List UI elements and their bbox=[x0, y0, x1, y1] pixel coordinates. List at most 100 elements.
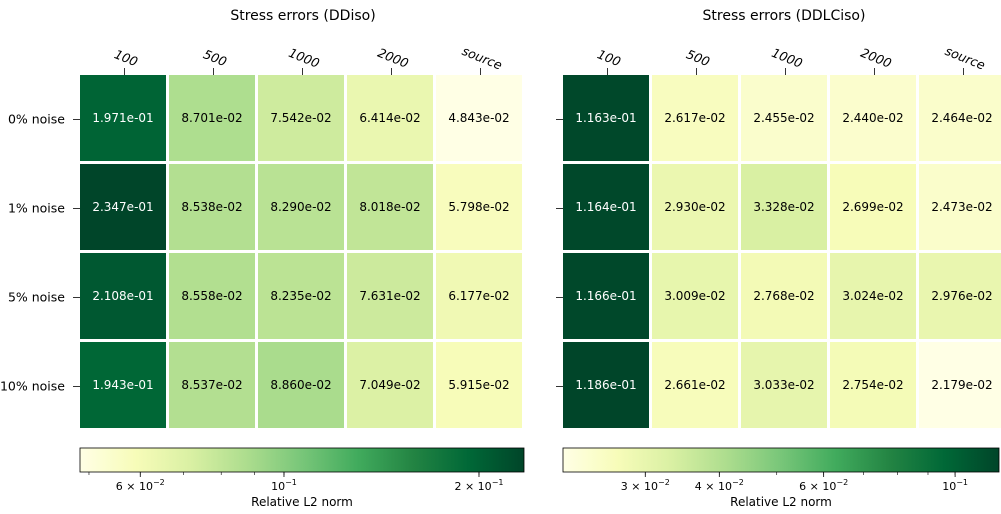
heatmap-cell bbox=[169, 164, 255, 250]
heatmap-cell bbox=[741, 75, 827, 161]
cell-value-label: 5.798e-02 bbox=[448, 200, 509, 214]
cell-value-label: 2.347e-01 bbox=[92, 200, 153, 214]
cell-value-label: 8.701e-02 bbox=[181, 111, 242, 125]
colorbar-tick-label: 10−1 bbox=[942, 478, 968, 493]
heatmap-cell bbox=[563, 253, 649, 339]
cell-value-label: 2.661e-02 bbox=[664, 378, 725, 392]
cell-value-label: 7.049e-02 bbox=[359, 378, 420, 392]
heatmap-cell bbox=[563, 342, 649, 428]
heatmap-cell bbox=[652, 75, 738, 161]
cell-value-label: 2.473e-02 bbox=[931, 200, 992, 214]
cell-value-label: 8.860e-02 bbox=[270, 378, 331, 392]
heatmap-cell bbox=[652, 342, 738, 428]
heatmap-cell bbox=[80, 253, 166, 339]
cell-value-label: 2.455e-02 bbox=[753, 111, 814, 125]
cell-value-label: 2.930e-02 bbox=[664, 200, 725, 214]
cell-value-label: 1.163e-01 bbox=[575, 111, 636, 125]
column-label: source bbox=[943, 43, 988, 73]
chart-title: Stress errors (DDLCiso) bbox=[703, 8, 866, 24]
cell-value-label: 1.943e-01 bbox=[92, 378, 153, 392]
heatmap-cell bbox=[919, 253, 1001, 339]
cell-value-label: 1.186e-01 bbox=[575, 378, 636, 392]
colorbar bbox=[79, 447, 525, 473]
heatmap-cell bbox=[919, 342, 1001, 428]
heatmap-cell bbox=[258, 253, 344, 339]
heatmap-cell bbox=[258, 164, 344, 250]
column-label: 100 bbox=[112, 46, 140, 69]
cell-value-label: 8.290e-02 bbox=[270, 200, 331, 214]
cell-value-label: 2.976e-02 bbox=[931, 289, 992, 303]
cell-value-label: 1.164e-01 bbox=[575, 200, 636, 214]
heatmap-cell bbox=[830, 253, 916, 339]
cell-value-label: 2.108e-01 bbox=[92, 289, 153, 303]
cell-value-label: 3.024e-02 bbox=[842, 289, 903, 303]
heatmap-cell bbox=[919, 75, 1001, 161]
cell-value-label: 5.915e-02 bbox=[448, 378, 509, 392]
cell-value-label: 2.464e-02 bbox=[931, 111, 992, 125]
column-label: 500 bbox=[201, 46, 229, 69]
cell-value-label: 7.631e-02 bbox=[359, 289, 420, 303]
cell-value-label: 8.235e-02 bbox=[270, 289, 331, 303]
colorbar-label: Relative L2 norm bbox=[730, 495, 832, 509]
colorbar-tick-label: 4 × 10−2 bbox=[695, 478, 744, 493]
heatmap-cell bbox=[347, 253, 433, 339]
heatmap-cell bbox=[563, 75, 649, 161]
row-label: 0% noise bbox=[8, 112, 65, 127]
heatmap-cell bbox=[80, 75, 166, 161]
cell-value-label: 8.538e-02 bbox=[181, 200, 242, 214]
heatmap-panel-1: Stress errors (DDiso) 100 500 1000 2000 sourc… bbox=[0, 8, 525, 509]
heatmap-cell bbox=[741, 164, 827, 250]
heatmap-cell bbox=[830, 164, 916, 250]
heatmap-cell bbox=[652, 164, 738, 250]
heatmap-cell bbox=[169, 253, 255, 339]
row-label: 5% noise bbox=[8, 290, 65, 305]
heatmap-cell bbox=[436, 164, 522, 250]
colorbar-tick-label: 6 × 10−2 bbox=[799, 478, 848, 493]
heatmap-cell bbox=[830, 75, 916, 161]
cell-value-label: 2.440e-02 bbox=[842, 111, 903, 125]
column-label: source bbox=[460, 43, 505, 73]
heatmap-cell bbox=[741, 253, 827, 339]
cell-value-label: 8.537e-02 bbox=[181, 378, 242, 392]
column-label: 500 bbox=[684, 46, 712, 69]
column-label: 2000 bbox=[859, 45, 894, 71]
heatmap-cell bbox=[436, 253, 522, 339]
heatmap-cell bbox=[80, 342, 166, 428]
colorbar-tick-label: 2 × 10−1 bbox=[454, 478, 503, 493]
cell-value-label: 6.414e-02 bbox=[359, 111, 420, 125]
cell-value-label: 2.754e-02 bbox=[842, 378, 903, 392]
cell-value-label: 3.009e-02 bbox=[664, 289, 725, 303]
cell-value-label: 2.179e-02 bbox=[931, 378, 992, 392]
column-label: 1000 bbox=[287, 45, 322, 71]
cell-value-label: 4.843e-02 bbox=[448, 111, 509, 125]
heatmap-cell bbox=[80, 164, 166, 250]
row-label: 10% noise bbox=[0, 379, 65, 394]
colorbar bbox=[562, 447, 1000, 473]
heatmap-cell bbox=[169, 75, 255, 161]
heatmap-cell bbox=[258, 75, 344, 161]
colorbar-tick-label: 6 × 10−2 bbox=[116, 478, 165, 493]
heatmap-cell bbox=[741, 342, 827, 428]
heatmap-cell bbox=[830, 342, 916, 428]
heatmap-cell bbox=[258, 342, 344, 428]
heatmap-cell bbox=[919, 164, 1001, 250]
heatmap-cell bbox=[347, 164, 433, 250]
heatmap-panel-2: Stress errors (DDLCiso) 100 500 1000 2000 sou… bbox=[556, 8, 1001, 509]
heatmap-cell bbox=[563, 164, 649, 250]
column-label: 2000 bbox=[376, 45, 411, 71]
heatmap-cell bbox=[169, 342, 255, 428]
cell-value-label: 1.166e-01 bbox=[575, 289, 636, 303]
cell-value-label: 7.542e-02 bbox=[270, 111, 331, 125]
colorbar-tick-label: 3 × 10−2 bbox=[621, 478, 670, 493]
cell-value-label: 8.018e-02 bbox=[359, 200, 420, 214]
heatmap-cell bbox=[347, 75, 433, 161]
heatmap-cell bbox=[436, 342, 522, 428]
cell-value-label: 2.699e-02 bbox=[842, 200, 903, 214]
colorbar-tick-label: 10−1 bbox=[271, 478, 297, 493]
cell-value-label: 6.177e-02 bbox=[448, 289, 509, 303]
row-label: 1% noise bbox=[8, 201, 65, 216]
cell-value-label: 1.971e-01 bbox=[92, 111, 153, 125]
heatmap-cell bbox=[436, 75, 522, 161]
colorbar-label: Relative L2 norm bbox=[251, 495, 353, 509]
